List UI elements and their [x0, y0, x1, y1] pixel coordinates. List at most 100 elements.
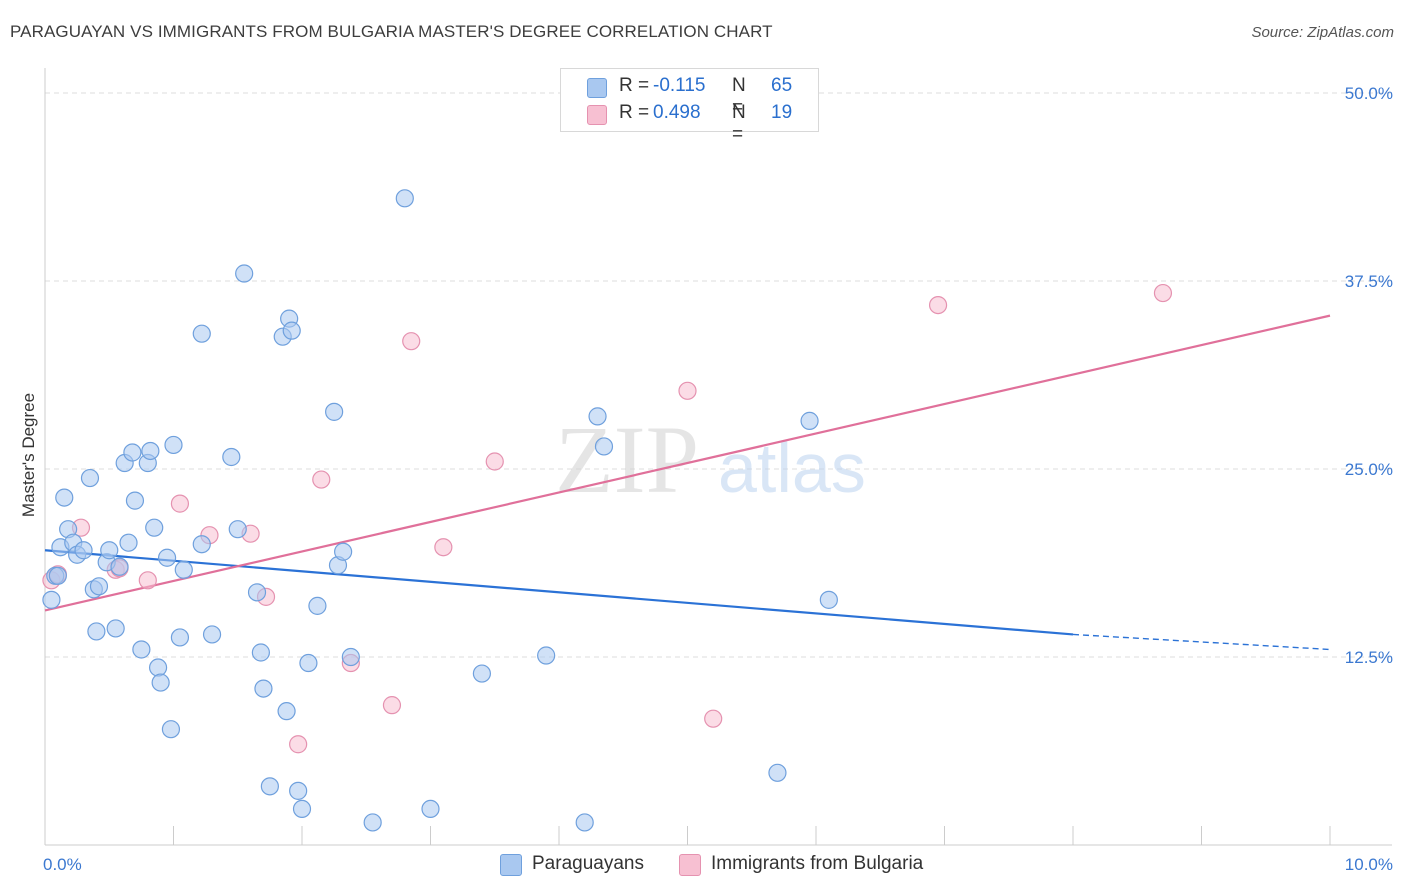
trend-lines	[44, 314, 1331, 651]
paraguayans-point	[800, 411, 819, 430]
data-points	[42, 189, 1173, 832]
y-axis-label: Master's Degree	[19, 393, 38, 517]
paraguayans-point	[308, 596, 327, 615]
r-label: R =	[619, 75, 650, 96]
n-label: N =	[732, 75, 746, 118]
blue-swatch-icon	[500, 854, 522, 876]
paraguayans-point	[421, 799, 440, 819]
x-tick-label: 0.0%	[43, 855, 82, 874]
legend-label: Paraguayans	[532, 853, 644, 874]
paraguayans-point	[395, 189, 414, 208]
watermark-zip: ZIP	[555, 406, 699, 513]
paraguayans-point	[170, 628, 190, 647]
paraguayans-point	[89, 577, 109, 596]
watermark-atlas: atlas	[718, 429, 866, 507]
paraguayans-point	[151, 673, 170, 692]
paraguayans-point	[145, 518, 164, 537]
paraguayans-point	[325, 402, 344, 421]
paraguayans-point	[74, 541, 93, 560]
axes	[44, 68, 1392, 846]
paraguayans-point	[192, 324, 211, 343]
paraguayans-point	[164, 435, 183, 455]
n-value: 65	[771, 75, 793, 96]
chart-title: PARAGUAYAN VS IMMIGRANTS FROM BULGARIA M…	[10, 22, 773, 41]
paraguayans-point	[251, 643, 270, 662]
bulgaria-point	[382, 696, 402, 715]
paraguayans-point	[282, 321, 301, 340]
bulgaria-point	[434, 538, 453, 557]
paraguayans-point	[235, 264, 254, 283]
paraguayans-point	[119, 533, 138, 552]
bulgaria-point	[402, 332, 421, 351]
r-value: -0.115	[653, 75, 706, 96]
paraguayans-point	[192, 535, 211, 554]
paraguayans-point	[110, 557, 129, 576]
paraguayans-point	[106, 619, 125, 638]
y-tick-label: 37.5%	[1345, 272, 1393, 291]
paraguayans-point	[594, 437, 614, 456]
watermark: ZIP atlas	[555, 406, 866, 513]
y-tick-label: 50.0%	[1345, 84, 1393, 103]
y-tick-label: 25.0%	[1345, 460, 1393, 479]
tick-labels: 12.5% 25.0% 37.5% 50.0% 0.0% 10.0%	[43, 84, 1393, 874]
paraguayans-point	[42, 590, 61, 609]
paraguayans-point	[48, 566, 67, 585]
trend-line-paraguayans-extension	[1072, 633, 1331, 651]
paraguayans-point	[100, 541, 119, 560]
pink-swatch-icon	[587, 105, 607, 125]
paraguayans-point	[247, 583, 267, 602]
grid-lines	[45, 92, 1392, 658]
paraguayans-point	[334, 542, 353, 561]
paraguayans-point	[148, 658, 168, 677]
correlation-legend: R = -0.115 N = 65 R = 0.498 N = 19	[560, 68, 819, 145]
paraguayans-point	[254, 679, 273, 698]
trend-line-paraguayans	[44, 549, 1074, 636]
paraguayans-point	[157, 548, 177, 567]
paraguayans-point	[228, 520, 247, 539]
bulgaria-point	[1153, 283, 1173, 303]
paraguayans-point	[123, 443, 142, 462]
paraguayans-point	[141, 441, 160, 461]
pink-swatch-icon	[679, 854, 701, 876]
paraguayans-point	[819, 590, 838, 609]
paraguayans-point	[341, 647, 360, 667]
paraguayans-point	[575, 813, 594, 832]
paraguayans-point	[202, 625, 222, 644]
paraguayans-point	[768, 763, 787, 782]
bulgaria-point	[485, 452, 504, 471]
bulgaria-point	[312, 470, 331, 489]
bulgaria-point	[289, 735, 308, 754]
paraguayans-point	[174, 560, 193, 579]
n-label: N =	[732, 102, 746, 145]
source-label: Source: ZipAtlas.com	[1251, 24, 1394, 41]
paraguayans-point	[161, 720, 181, 739]
n-value: 19	[771, 102, 793, 123]
blue-swatch-icon	[587, 78, 607, 98]
bulgaria-point	[678, 381, 697, 400]
paraguayans-point	[222, 447, 241, 467]
paraguayans-point	[299, 653, 318, 673]
x-tick-label: 10.0%	[1345, 855, 1393, 874]
paraguayans-point	[55, 488, 74, 507]
paraguayans-point	[289, 781, 308, 800]
paraguayans-point	[363, 813, 382, 832]
legend-label: Immigrants from Bulgaria	[711, 853, 924, 874]
paraguayans-point	[537, 646, 556, 665]
trend-line-bulgaria	[44, 314, 1331, 612]
paraguayans-point	[260, 777, 279, 796]
paraguayans-point	[277, 702, 296, 721]
paraguayans-point	[132, 640, 151, 659]
paraguayans-point	[125, 491, 145, 510]
y-tick-label: 12.5%	[1345, 648, 1393, 667]
paraguayans-point	[472, 664, 491, 683]
r-label: R =	[619, 102, 650, 123]
bulgaria-point	[704, 709, 723, 728]
bulgaria-point	[170, 494, 190, 513]
bulgaria-point	[138, 571, 157, 590]
r-value: 0.498	[653, 102, 701, 123]
paraguayans-point	[292, 799, 312, 819]
paraguayans-point	[80, 468, 100, 488]
paraguayans-point	[588, 407, 607, 426]
bulgaria-point	[928, 295, 948, 315]
